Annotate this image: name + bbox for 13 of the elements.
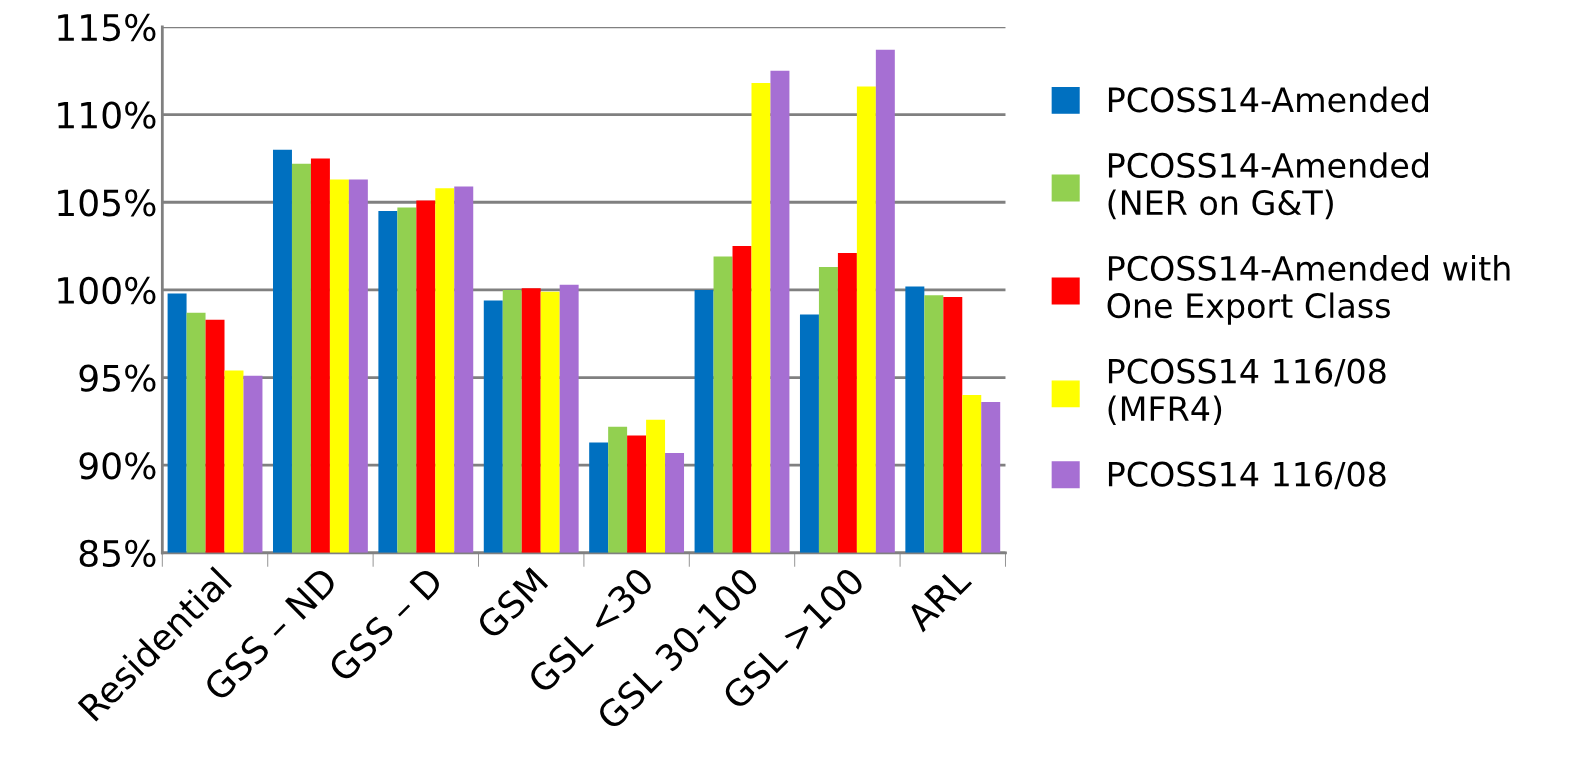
legend-label: PCOSS14 116/08 xyxy=(1108,461,1386,490)
y-tick-label: 95% xyxy=(79,364,156,392)
legend-label: PCOSS14-Amended xyxy=(1108,86,1429,113)
legend-label: PCOSS14 116/08 (MFR4) xyxy=(1108,358,1386,426)
y-tick-label: 100% xyxy=(58,276,156,305)
y-tick-label: 85% xyxy=(79,539,156,568)
y-tick-label: 90% xyxy=(79,452,156,480)
legend-label: PCOSS14-Amended (NER on G&T) xyxy=(1108,152,1429,220)
y-tick-label: 105% xyxy=(58,189,156,217)
y-tick-label: 110% xyxy=(58,101,156,129)
x-tick-label: ARL xyxy=(904,564,973,633)
y-tick-label: 115% xyxy=(58,13,156,42)
legend-label: PCOSS14-Amended with One Export Class xyxy=(1107,255,1510,325)
